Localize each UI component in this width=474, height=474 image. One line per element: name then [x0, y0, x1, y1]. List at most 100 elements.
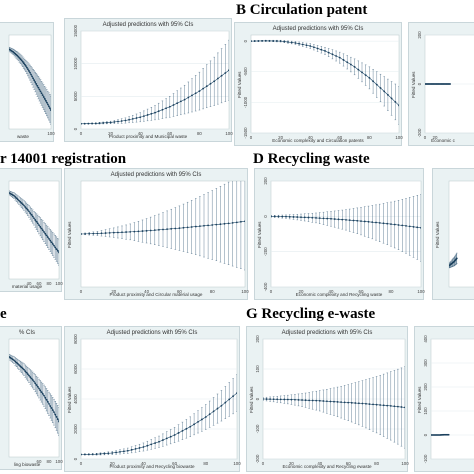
data-point [81, 233, 82, 235]
data-point [111, 452, 114, 454]
data-point [21, 203, 24, 206]
data-point [31, 379, 34, 381]
data-point [324, 50, 326, 52]
data-point [124, 119, 127, 122]
x-axis-label: Product proximity and Recycling biowaste [109, 464, 195, 469]
data-point [318, 217, 321, 220]
x-tick-label: 100 [55, 281, 63, 286]
data-point [447, 83, 450, 85]
data-point [228, 69, 229, 72]
y-tick-label: 200 [255, 335, 260, 343]
data-point [100, 232, 103, 235]
data-point [106, 121, 108, 124]
data-point [393, 405, 396, 408]
data-point [166, 228, 168, 231]
chart-panel-p3: 0 -500 -1000 -1500 0 20 40 60 80 100 Adjusted pred… [234, 22, 403, 146]
chart-panel-p5: 40 60 80 100 material usage [0, 168, 63, 292]
data-point [333, 218, 336, 220]
data-point [25, 207, 28, 210]
data-point [9, 356, 12, 359]
data-point [333, 400, 335, 403]
data-point [150, 112, 153, 115]
x-tick-label: 20 [433, 135, 438, 140]
data-point [398, 104, 399, 107]
data-point [49, 239, 52, 242]
data-point [194, 92, 197, 95]
data-point [126, 449, 129, 452]
x-tick-label: 20 [111, 289, 116, 294]
data-point [170, 227, 173, 230]
data-point [83, 122, 86, 125]
chart-title: % CIs [18, 330, 35, 336]
data-point [44, 99, 47, 102]
chart-svg-p6: 0 20 40 60 80 100 [80, 180, 249, 294]
data-point [108, 231, 111, 234]
data-point [340, 401, 342, 404]
data-point [29, 71, 31, 74]
chart-svg-p12: 400 300 200 100 0 -100 [423, 335, 474, 463]
data-point [416, 226, 419, 229]
y-axis-label: Fitted Values [237, 71, 242, 98]
x-tick-label: 100 [47, 131, 55, 136]
data-point [316, 47, 319, 50]
data-point [447, 433, 450, 436]
data-point [193, 423, 196, 426]
data-point [142, 446, 145, 448]
data-point [303, 216, 306, 219]
data-point [208, 413, 211, 416]
section-title-e: e [0, 306, 7, 322]
data-point [236, 392, 237, 394]
data-point [35, 384, 38, 386]
data-point [301, 399, 303, 401]
data-point [172, 104, 175, 106]
data-point [263, 398, 264, 400]
data-point [43, 98, 46, 100]
data-point [346, 61, 349, 64]
data-point [315, 217, 317, 219]
x-tick-label: 80 [203, 461, 208, 466]
data-point [22, 62, 25, 65]
section-title-c: r 14001 registration [0, 151, 127, 167]
data-point [326, 217, 329, 220]
data-point [437, 83, 440, 85]
data-point [224, 72, 227, 74]
data-point [296, 216, 299, 218]
plot-area [8, 338, 60, 458]
data-point [178, 227, 181, 230]
data-point [212, 410, 215, 413]
data-point [198, 90, 201, 93]
data-point [48, 403, 50, 405]
x-axis-label: ling biowaste [13, 462, 41, 467]
x-tick-label: 100 [417, 289, 425, 294]
data-point [125, 231, 127, 233]
data-point [365, 402, 367, 405]
data-point [96, 232, 99, 235]
chart-svg-p2: 0 5000 10000 15000 0 20 40 60 80 100 [73, 24, 233, 136]
chart-title: Adjusted predictions with 95% CIs [106, 330, 198, 336]
plot-area [430, 338, 474, 460]
data-point [25, 66, 28, 69]
data-point [21, 60, 24, 63]
x-tick-label: 20 [108, 131, 113, 136]
data-point [139, 116, 142, 119]
y-tick-label: 4000 [73, 394, 78, 404]
data-point [44, 232, 47, 235]
y-axis-label: Fitted Values [257, 221, 262, 248]
x-tick-label: 60 [167, 131, 172, 136]
data-point [186, 226, 189, 229]
chart-panel-p6: 0 20 40 60 80 100 Adjusted predictions with 95… [64, 168, 249, 300]
y-tick-label: -1000 [243, 96, 248, 108]
data-point [265, 398, 268, 400]
data-point [283, 40, 286, 43]
chart-title: Adjusted predictions with 95% CIs [102, 22, 194, 28]
data-point [368, 403, 371, 405]
data-point [311, 216, 314, 219]
x-tick-label: 40 [317, 461, 322, 466]
data-point [320, 48, 323, 51]
data-point [217, 77, 219, 80]
data-point [95, 453, 98, 456]
x-tick-label: 80 [374, 461, 379, 466]
data-point [261, 39, 263, 42]
data-point [194, 225, 197, 228]
data-point [372, 403, 374, 406]
